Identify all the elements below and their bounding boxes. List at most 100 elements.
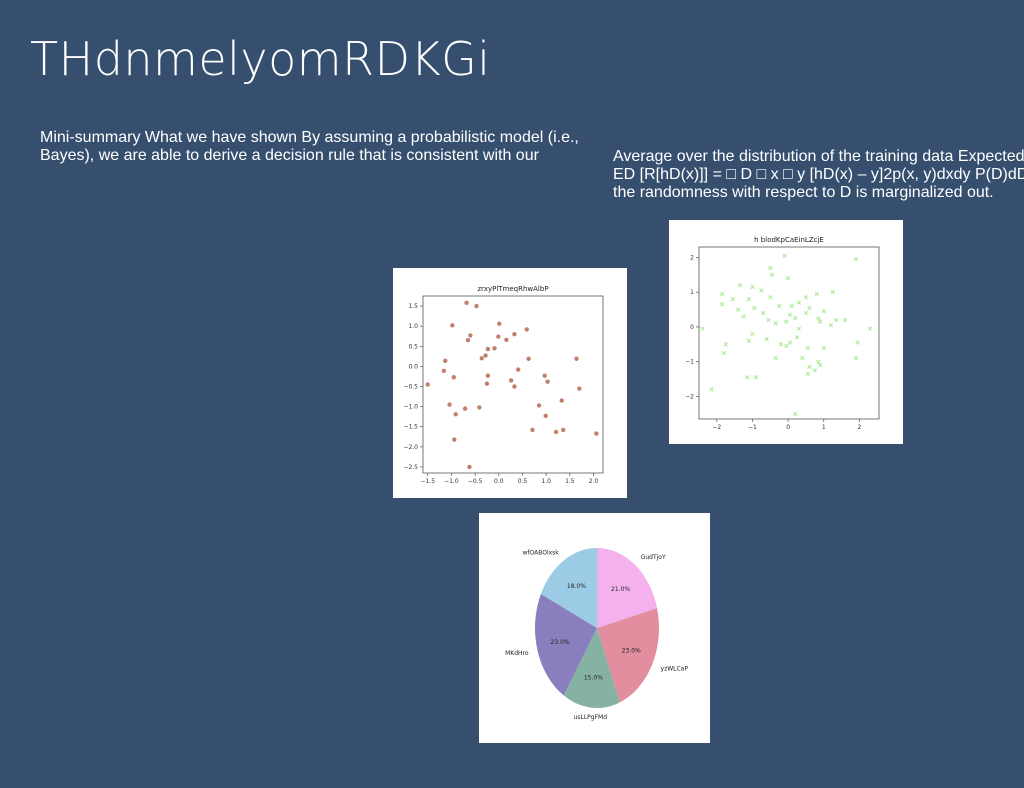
y-tick-label: 0.0 (408, 363, 418, 370)
scatter-point (805, 345, 810, 350)
y-tick-label: 2 (690, 254, 694, 261)
x-tick-label: −2 (712, 424, 721, 431)
scatter-point (796, 300, 801, 305)
scatter-point (479, 356, 484, 361)
scatter-point (796, 326, 801, 331)
pie-slice-label: usLLPgFMd (574, 714, 608, 721)
x-tick-label: −1 (748, 424, 757, 431)
summary-text: Mini-summary What we have shown By assum… (40, 129, 579, 164)
scatter-point (543, 413, 548, 419)
scatter-point (818, 362, 823, 368)
scatter-point (821, 345, 826, 350)
plot-frame (422, 295, 604, 474)
scatter-point (526, 356, 531, 361)
scatter-point (561, 427, 566, 433)
y-tick-label: 1.5 (408, 303, 418, 310)
pie-pct-label: 23.0% (551, 639, 570, 646)
scatter-point (816, 316, 821, 321)
pie-slice-label: yzWLCaP (661, 666, 689, 673)
scatter-point (720, 291, 725, 297)
scatter-point (524, 327, 529, 332)
scatter-point (818, 319, 823, 324)
pie-pct-label: 18.0% (567, 583, 586, 590)
pie-chart: 21.0% GudTjoY 23.0% yzWLCaP 15.0% usLLPgFMd 23… (479, 513, 710, 743)
scatter-point (492, 346, 497, 351)
scatter-point (450, 323, 455, 328)
x-tick-label: −1.5 (420, 478, 435, 485)
scatter-point (787, 312, 793, 317)
scatter-point (553, 429, 559, 435)
scatter-point (803, 295, 809, 300)
scatter-point (464, 300, 469, 306)
scatter-point (834, 317, 839, 323)
scatter-point (465, 338, 471, 343)
y-tick-label: −1.5 (403, 424, 418, 431)
scatter-point (744, 375, 750, 380)
scatter-point (784, 319, 789, 324)
scatter-point (485, 373, 491, 378)
scatter-point (787, 340, 793, 345)
pie-chart-svg: 21.0% GudTjoY 23.0% yzWLCaP 15.0% usLLPgFMd 23… (505, 548, 689, 721)
scatter-point (746, 338, 752, 343)
pie-pct-label: 15.0% (584, 674, 603, 681)
scatter-point (542, 373, 547, 378)
scatter-point (785, 276, 791, 281)
scatter-point (855, 340, 860, 345)
scatter-point (484, 381, 490, 386)
x-tick-label: 1 (822, 424, 826, 431)
pie-slice (535, 593, 597, 696)
pie-slice-label: GudTjoY (641, 554, 666, 561)
pie-slice-label: wfOABOlxsk (522, 549, 559, 556)
scatter-point (769, 272, 775, 277)
expected-risk-line-3: the randomness with respect to D is marg… (613, 184, 994, 201)
scatter-point (784, 343, 789, 349)
y-tick-label: −1.0 (403, 404, 418, 411)
scatter-point (736, 307, 741, 312)
scatter-chart-green: h blodKpCaEinLZcjE −2 −1 0 1 2 −2 −1 0 1 2 (669, 220, 903, 444)
expected-risk-line-1: Average over the distribution of the tra… (613, 148, 1024, 165)
scatter-point (474, 303, 479, 309)
scatter-point (477, 405, 482, 410)
scatter-point (451, 375, 456, 380)
chart-title: h blodKpCaEinLZcjE (754, 236, 824, 244)
scatter-point (496, 334, 501, 339)
scatter-point (737, 283, 743, 288)
scatter-point (730, 296, 736, 302)
scatter-chart-brown: zrxyPlTmeqRhwAlbP −1.5 −1.0 −0.5 0.0 0.5 1.0 1.… (393, 268, 627, 498)
y-tick-label: −2.0 (403, 444, 418, 451)
expected-risk-text: Average over the distribution of the tra… (613, 148, 1024, 202)
scatter-point (530, 427, 535, 433)
scatter-point (559, 398, 564, 403)
scatter-point (425, 382, 430, 387)
x-tick-label: 2.0 (589, 478, 599, 485)
x-tick-label: 0 (786, 424, 790, 431)
scatter-point (830, 290, 835, 295)
scatter-point (782, 253, 787, 258)
scatter-point (504, 337, 509, 343)
y-tick-label: 1 (690, 289, 694, 296)
scatter-point (766, 317, 771, 323)
pie-slice-label: MKdHro (505, 650, 529, 657)
scatter-point (793, 411, 798, 416)
scatter-point (485, 346, 491, 352)
x-tick-label: −0.5 (468, 478, 483, 485)
scatter-point (720, 302, 725, 307)
pie-slice (597, 548, 658, 628)
x-tick-label: 2 (857, 424, 861, 431)
scatter-point (443, 358, 448, 363)
scatter-point (768, 295, 773, 300)
scatter-point (853, 356, 858, 361)
x-tick-label: −1.0 (444, 478, 459, 485)
scatter-point (536, 403, 542, 408)
pie-slice (597, 608, 659, 703)
scatter-point (508, 378, 514, 383)
scatter-point (512, 332, 517, 337)
scatter-point (761, 310, 766, 316)
y-tick-label: 0 (690, 324, 694, 331)
scatter-point (759, 288, 764, 293)
scatter-point (777, 303, 782, 309)
scatter-point (545, 379, 550, 384)
scatter-point (497, 321, 502, 326)
scatter-point (764, 336, 769, 342)
scatter-point (746, 296, 752, 302)
